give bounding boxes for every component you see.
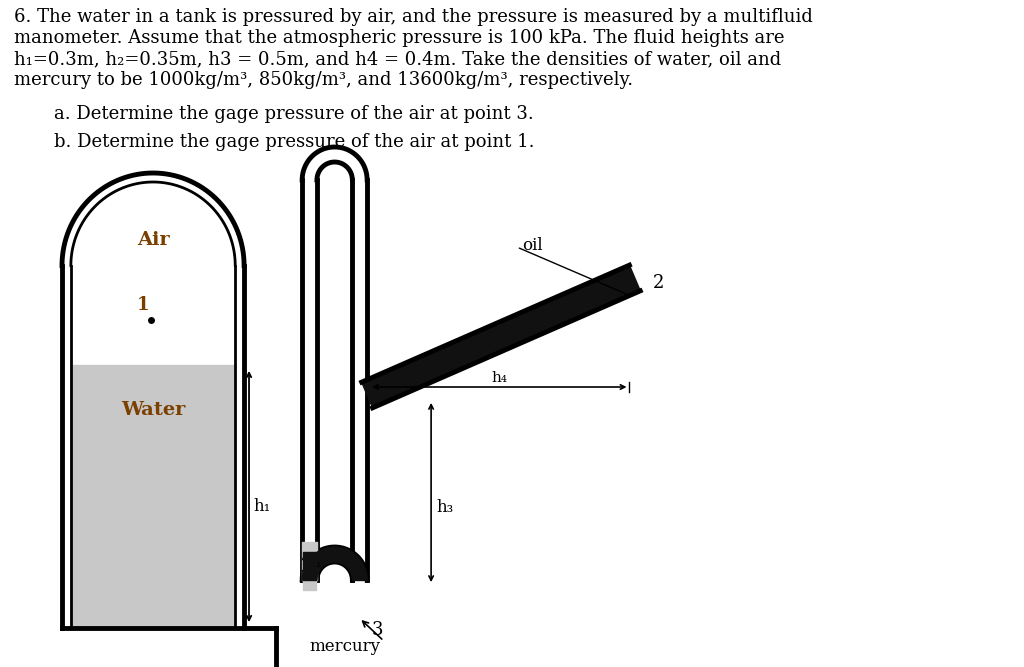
Text: manometer. Assume that the atmospheric pressure is 100 kPa. The fluid heights ar: manometer. Assume that the atmospheric p… (13, 29, 784, 47)
Text: h₂: h₂ (306, 556, 321, 570)
Text: h₁: h₁ (253, 498, 270, 515)
Text: 1: 1 (137, 296, 150, 314)
Text: 6. The water in a tank is pressured by air, and the pressure is measured by a mu: 6. The water in a tank is pressured by a… (13, 8, 813, 26)
Text: h₃: h₃ (436, 499, 454, 516)
Polygon shape (302, 547, 368, 580)
Text: mercury to be 1000kg/m³, 850kg/m³, and 13600kg/m³, respectively.: mercury to be 1000kg/m³, 850kg/m³, and 1… (13, 71, 633, 89)
Text: 3: 3 (372, 621, 384, 639)
Text: b. Determine the gage pressure of the air at point 1.: b. Determine the gage pressure of the ai… (54, 133, 535, 151)
Text: Water: Water (121, 401, 185, 419)
Polygon shape (361, 265, 640, 408)
Text: a. Determine the gage pressure of the air at point 3.: a. Determine the gage pressure of the ai… (54, 105, 534, 123)
Text: Air: Air (136, 231, 169, 249)
Text: mercury: mercury (309, 638, 380, 655)
Text: h₄: h₄ (492, 371, 507, 385)
Text: h₁=0.3m, h₂=0.35m, h3 = 0.5m, and h4 = 0.4m. Take the densities of water, oil an: h₁=0.3m, h₂=0.35m, h3 = 0.5m, and h4 = 0… (13, 50, 781, 68)
Text: oil: oil (521, 237, 543, 253)
Text: 2: 2 (652, 274, 664, 292)
